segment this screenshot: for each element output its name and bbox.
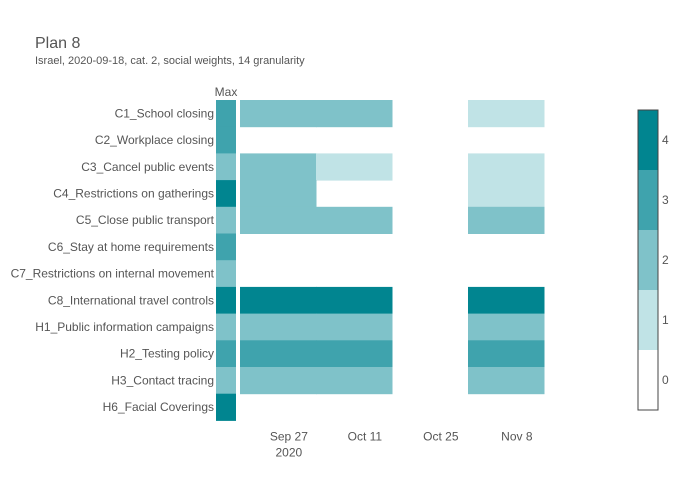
row-label: C4_Restrictions on gatherings xyxy=(53,186,214,200)
heatmap-cell xyxy=(316,286,393,315)
heatmap-cell xyxy=(468,313,545,341)
max-cell xyxy=(216,100,236,128)
colorbar-segment xyxy=(638,230,658,291)
heatmap-cell xyxy=(316,100,393,128)
heatmap-cell xyxy=(468,100,545,128)
row-label: H3_Contact tracing xyxy=(111,373,214,387)
x-tick-label: Oct 11 xyxy=(348,429,383,443)
heatmap-cell xyxy=(316,313,393,341)
heatmap-cell xyxy=(240,180,317,208)
row-label: C5_Close public transport xyxy=(76,213,215,227)
max-column-header: Max xyxy=(215,85,238,99)
colorbar-tick-label: 4 xyxy=(662,133,669,147)
heatmap-cell xyxy=(316,367,393,395)
heatmap-cell xyxy=(240,100,317,128)
row-label: H6_Facial Coverings xyxy=(103,400,214,414)
colorbar-border xyxy=(637,109,659,411)
heatmap-cell xyxy=(468,206,545,234)
row-label: C7_Restrictions on internal movement xyxy=(11,267,215,281)
heatmap-cell xyxy=(316,340,393,368)
chart-subtitle: Israel, 2020-09-18, cat. 2, social weigh… xyxy=(35,55,305,67)
max-cell xyxy=(216,393,236,421)
colorbar-tick-label: 3 xyxy=(662,193,669,207)
colorbar-segment xyxy=(638,350,658,411)
heatmap-cell xyxy=(240,206,317,234)
max-cell xyxy=(216,313,236,341)
max-cell xyxy=(216,180,236,208)
colorbar-tick-label: 1 xyxy=(662,313,669,327)
heatmap-cell xyxy=(468,286,545,315)
heatmap-cell xyxy=(316,206,393,234)
heatmap-cell xyxy=(468,340,545,368)
max-cell xyxy=(216,367,236,395)
colorbar-segment xyxy=(638,110,658,171)
row-label: C6_Stay at home requirements xyxy=(48,240,214,254)
max-cell xyxy=(216,153,236,181)
row-label: H2_Testing policy xyxy=(120,347,214,361)
heatmap-cell xyxy=(240,367,317,395)
colorbar-segment xyxy=(638,170,658,231)
row-label: C8_International travel controls xyxy=(48,293,214,307)
heatmap-cell xyxy=(468,153,545,181)
colorbar-tick-label: 2 xyxy=(662,253,669,267)
heatmap-cell xyxy=(468,367,545,395)
max-cell xyxy=(216,340,236,368)
chart-title: Plan 8 xyxy=(35,35,81,52)
row-label: C3_Cancel public events xyxy=(81,160,214,174)
max-cell xyxy=(216,126,236,154)
row-label: C1_School closing xyxy=(115,106,214,120)
max-cell xyxy=(216,233,236,261)
row-label: H1_Public information campaigns xyxy=(35,320,214,334)
heatmap-cell xyxy=(240,313,317,341)
heatmap-cell xyxy=(240,286,317,315)
x-tick-label: Sep 27 xyxy=(270,429,308,443)
heatmap-cell xyxy=(468,180,545,208)
row-label: C2_Workplace closing xyxy=(95,133,214,147)
max-cell xyxy=(216,286,236,315)
max-cell xyxy=(216,260,236,288)
heatmap-cell xyxy=(316,153,393,181)
colorbar-segment xyxy=(638,290,658,351)
x-tick-label: Nov 8 xyxy=(501,429,533,443)
x-tick-sublabel: 2020 xyxy=(276,445,303,459)
x-tick-label: Oct 25 xyxy=(423,429,459,443)
heatmap-cell xyxy=(240,153,317,181)
heatmap-cell xyxy=(240,340,317,368)
colorbar-tick-label: 0 xyxy=(662,373,669,387)
max-cell xyxy=(216,206,236,234)
